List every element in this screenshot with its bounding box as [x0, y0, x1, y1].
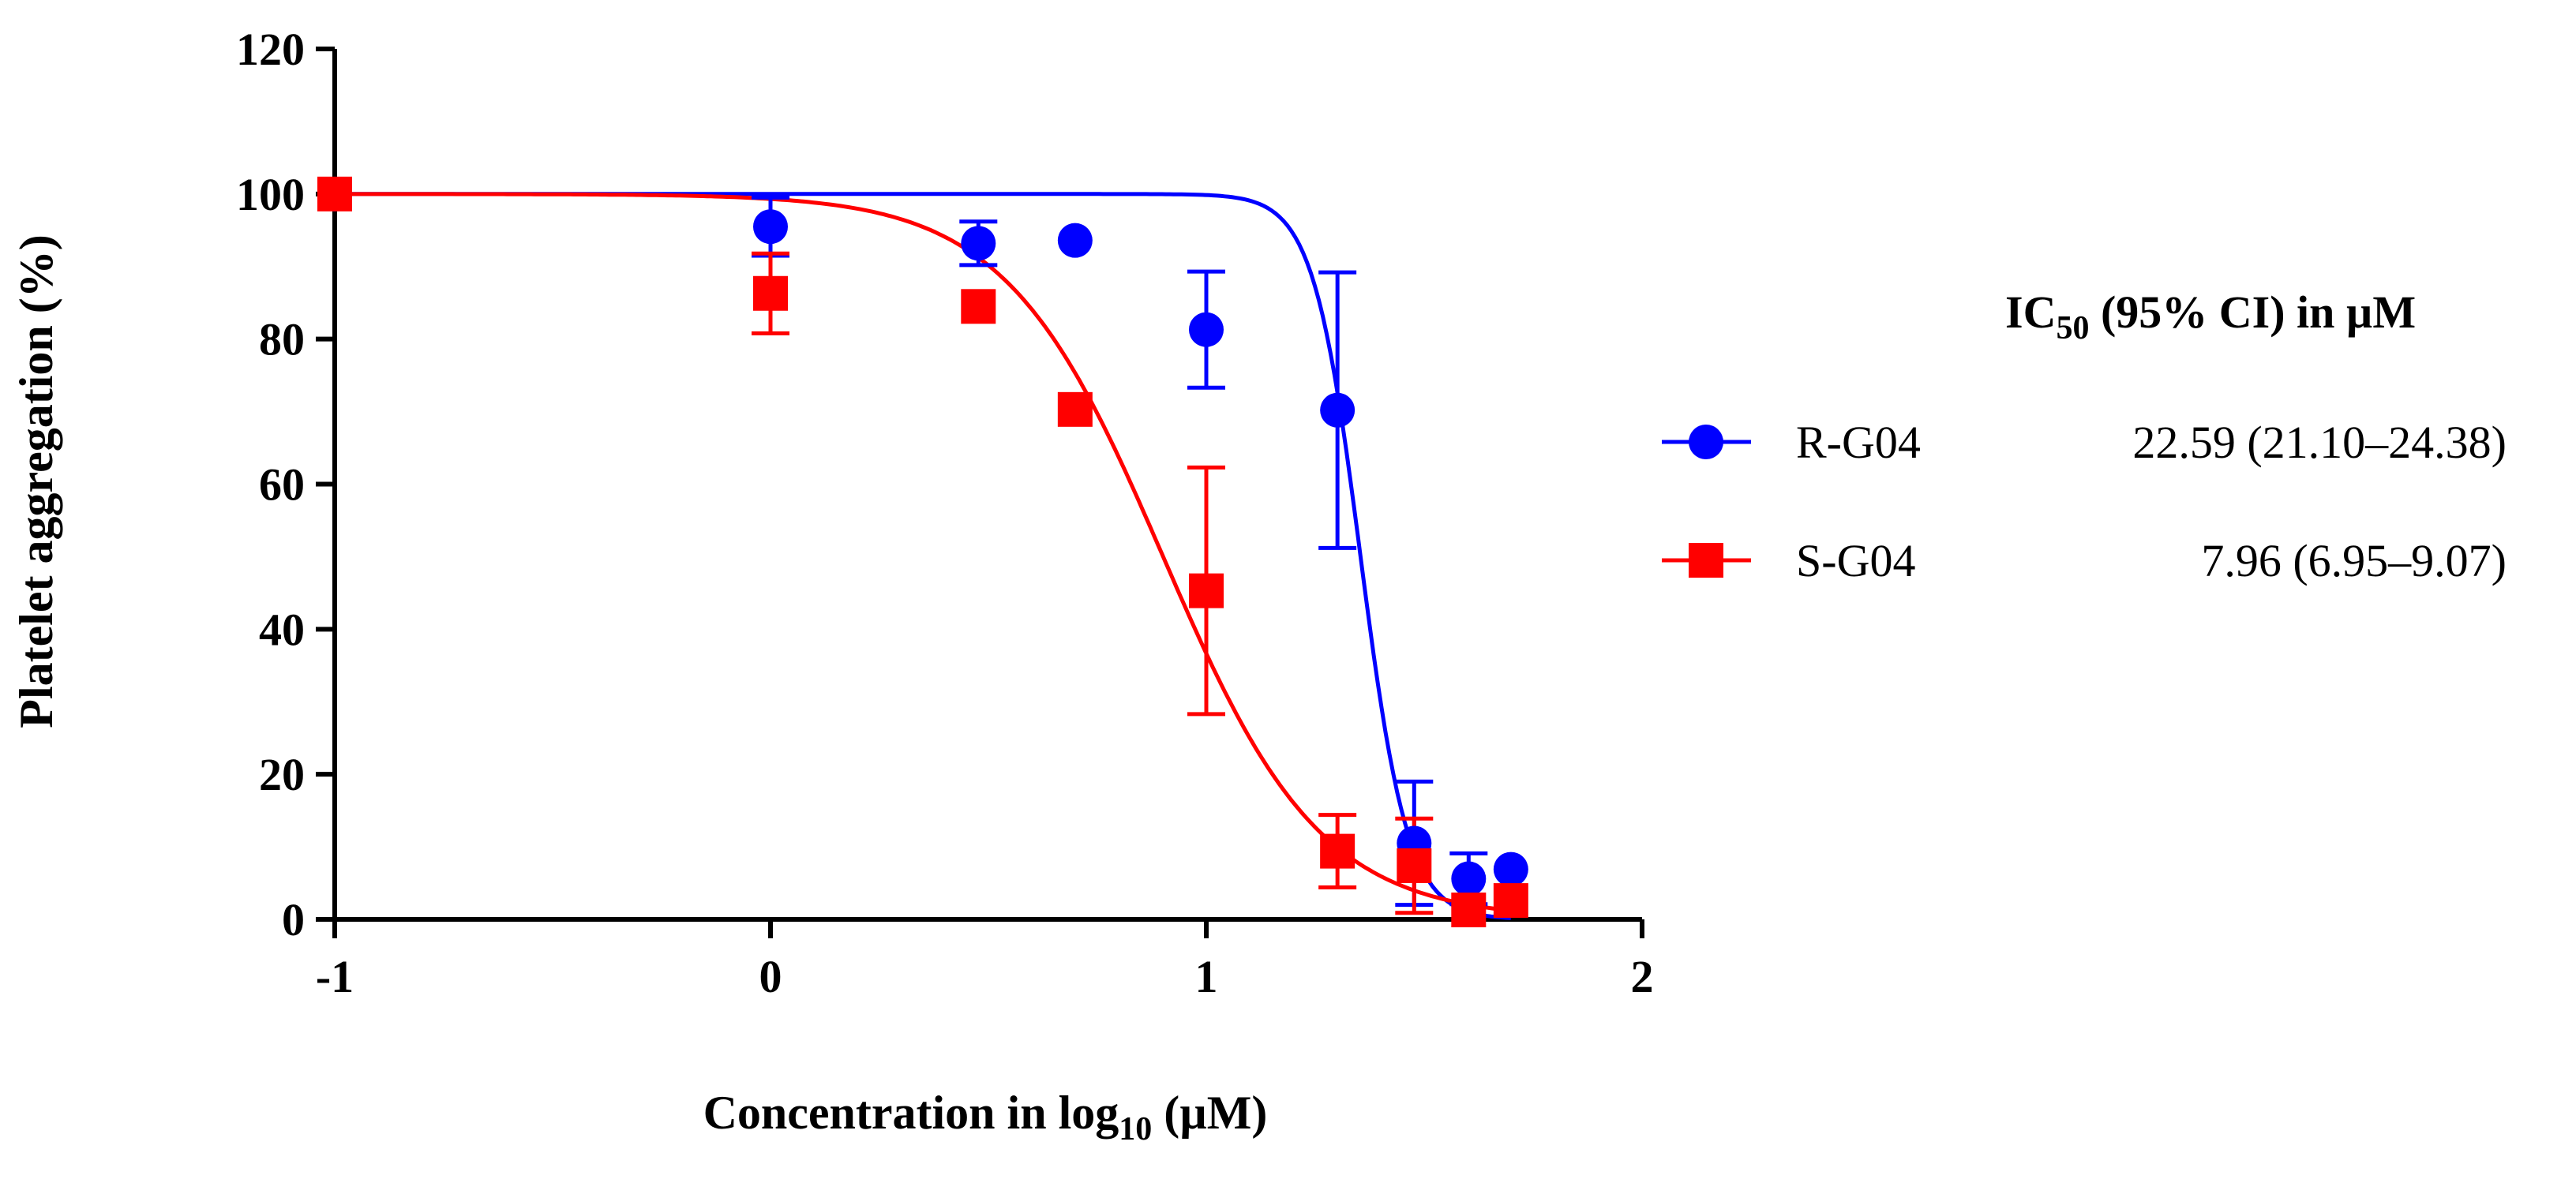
axes-layer: [316, 47, 1644, 938]
y-tick-label: 60: [259, 459, 305, 511]
data-point-s-g04: [753, 275, 788, 311]
data-point-r-g04: [1451, 861, 1487, 896]
legend-ic50-s-g04: 7.96 (6.95–9.07): [2201, 535, 2507, 586]
x-tick-label: 0: [759, 951, 782, 1002]
legend-marker-r-g04: [1689, 425, 1723, 459]
fit-curve-s-g04: [335, 192, 1512, 913]
data-point-r-g04: [753, 209, 788, 245]
data-point-s-g04: [961, 289, 996, 324]
data-point-s-g04: [1320, 833, 1355, 869]
y-tick-label: 100: [236, 169, 305, 220]
legend: R-G04 22.59 (21.10–24.38) S-G04 7.96 (6.95–…: [1662, 417, 2507, 586]
x-axis-title: Concentration in log10 (µM): [703, 1087, 1268, 1147]
x-tick-label: -1: [316, 951, 354, 1002]
legend-label-r-g04: R-G04: [1796, 417, 1921, 468]
y-tick-label: 120: [236, 24, 305, 75]
data-point-s-g04: [1451, 893, 1487, 928]
data-point-s-g04: [1493, 883, 1528, 919]
legend-ic50-r-g04: 22.59 (21.10–24.38): [2132, 417, 2507, 468]
y-tick-label: 0: [282, 894, 305, 945]
data-point-r-g04: [1320, 392, 1355, 428]
error-bars: [752, 195, 1488, 915]
legend-label-s-g04: S-G04: [1796, 535, 1915, 586]
legend-marker-s-g04: [1689, 543, 1723, 578]
y-tick-label: 20: [259, 749, 305, 800]
fit-curve-r-g04: [335, 192, 1511, 920]
data-point-r-g04: [1057, 223, 1093, 258]
data-point-s-g04: [1189, 573, 1224, 608]
legend-title: IC50 (95% CI) in µM: [2005, 286, 2416, 346]
data-point-s-g04: [1057, 391, 1093, 427]
data-point-r-g04: [961, 226, 996, 261]
data-points: [317, 176, 1528, 928]
y-tick-label: 80: [259, 314, 305, 365]
y-axis-title: Platelet aggregation (%): [10, 234, 62, 728]
data-point-r-g04: [1189, 312, 1224, 347]
data-point-r-g04: [1493, 852, 1528, 887]
data-point-s-g04: [1397, 848, 1432, 883]
x-tick-label: 1: [1195, 951, 1218, 1002]
x-tick-label: 2: [1631, 951, 1654, 1002]
fit-curves: [335, 192, 1512, 920]
data-point-s-g04: [317, 176, 352, 211]
y-tick-label: 40: [259, 604, 305, 655]
